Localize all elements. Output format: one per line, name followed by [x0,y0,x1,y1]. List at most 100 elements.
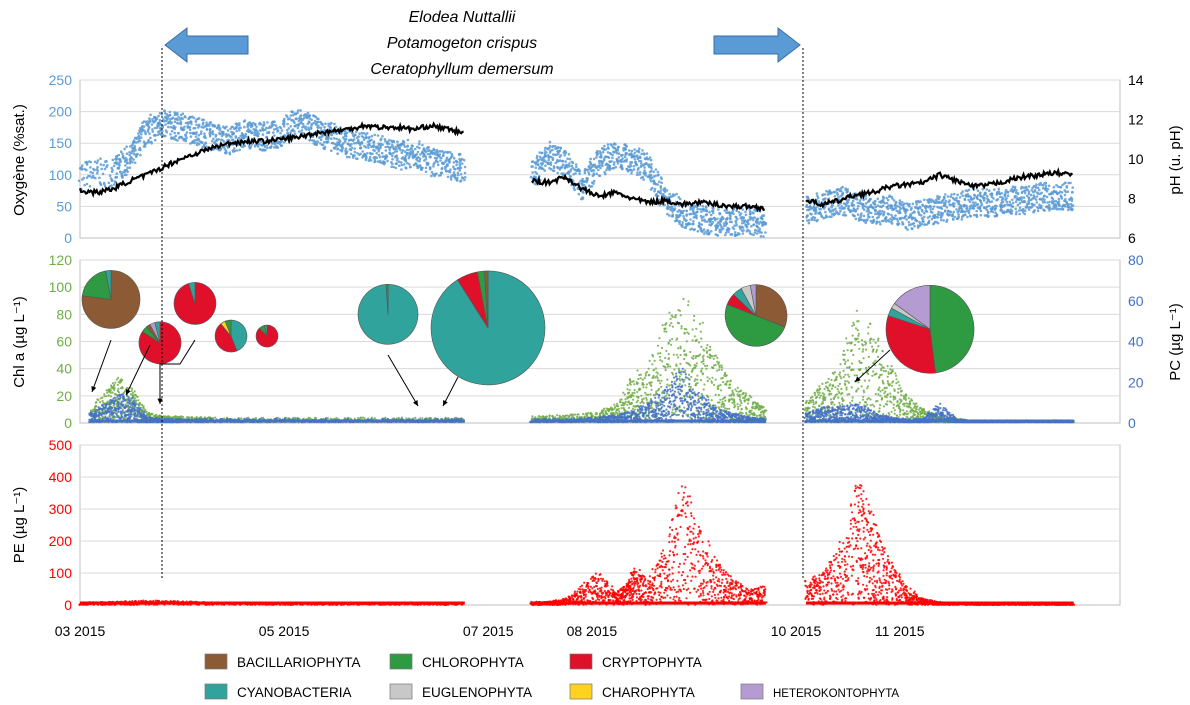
data-point [213,125,217,128]
data-point [446,151,449,154]
data-point [883,202,887,205]
data-point [663,190,667,194]
data-point [233,149,237,153]
data-point [1045,195,1049,199]
data-point [336,152,339,155]
panel-pe-frame [79,444,1121,606]
data-point [1010,209,1014,213]
data-point [939,216,943,219]
data-point [92,410,95,413]
data-point [952,204,955,208]
data-point [199,416,202,419]
data-point [110,385,113,388]
data-point [211,132,215,136]
data-point [168,113,172,117]
data-point [659,359,662,362]
data-point [1043,194,1046,198]
data-point [607,156,611,159]
data-point [458,152,462,156]
data-point [529,175,533,179]
data-point [761,214,764,217]
data-point [332,146,336,150]
data-point [592,179,596,183]
data-point [760,231,763,234]
data-point [632,168,636,171]
data-point [637,396,640,399]
data-point [660,379,663,382]
data-point [702,228,706,231]
data-point [534,416,537,419]
data-point [635,154,639,157]
data-point [128,153,131,157]
data-point [906,208,909,212]
data-point [599,153,603,157]
data-point [163,109,166,112]
data-point [898,199,902,202]
data-point [98,401,102,404]
data-point [659,189,663,192]
data-point [299,114,303,117]
data-point [1016,192,1020,195]
data-point [924,209,928,213]
data-point [366,152,369,155]
data-point [990,200,994,203]
data-point [196,141,199,145]
data-point [679,197,682,201]
data-point [111,382,114,385]
data-point [919,206,922,210]
data-point [1053,207,1056,210]
data-point [568,157,572,161]
data-point [952,210,956,214]
data-point [459,180,462,183]
data-point [153,126,157,130]
data-point [624,398,627,401]
data-point [323,145,327,149]
data-point [937,210,940,214]
data-point [162,119,166,123]
data-point [368,157,372,161]
data-point [642,383,645,386]
data-point [894,214,897,217]
data-point [253,145,257,148]
data-point [1054,204,1058,207]
data-point [1033,189,1037,192]
data-point [1043,198,1046,201]
data-point [264,148,267,152]
data-point [119,160,123,163]
data-point [965,204,968,208]
data-point [333,122,336,126]
data-point [262,129,265,132]
data-point [188,125,192,129]
data-point [1043,200,1046,204]
data-point [624,409,627,412]
data-point [442,162,446,165]
data-point [552,169,556,173]
data-point [812,215,815,219]
data-point [663,327,667,331]
data-point [460,162,464,165]
data-point [886,198,890,202]
data-point [814,209,818,212]
data-point [941,213,944,216]
data-point [262,121,266,124]
data-point [650,169,653,173]
data-point [708,210,711,214]
data-point [721,227,725,230]
data-point [628,149,631,152]
data-point [561,159,565,163]
data-point [650,384,653,387]
data-point [881,204,885,207]
data-point [689,212,693,216]
data-point [440,166,444,170]
data-point [93,160,97,164]
data-point [370,138,373,142]
data-point [446,164,449,168]
data-point [1069,196,1073,200]
data-point [450,155,453,159]
data-point [348,155,351,159]
data-point [540,167,543,170]
data-point [857,204,860,208]
data-point [289,125,293,128]
data-point [262,124,265,128]
data-point [630,401,633,405]
